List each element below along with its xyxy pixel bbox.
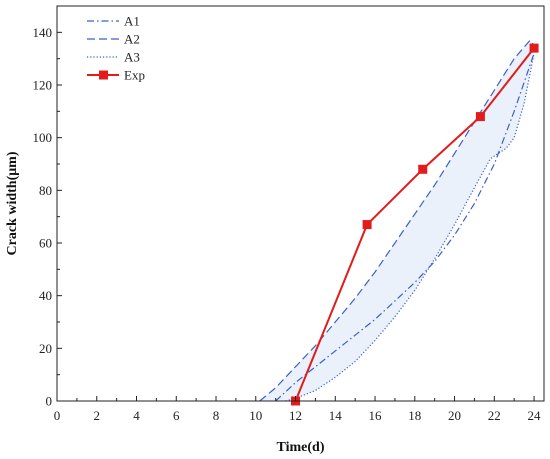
exp-point [362, 220, 372, 230]
shaded-band [259, 40, 535, 401]
y-axis-title: Crack width(μm) [5, 151, 20, 255]
x-tick-label: 14 [329, 408, 343, 423]
plot-frame [56, 5, 545, 402]
x-tick-label: 24 [528, 408, 542, 423]
series-line-a2 [259, 39, 535, 402]
y-tick-label: 40 [39, 288, 52, 303]
x-tick-label: 20 [448, 408, 461, 423]
exp-point [475, 112, 485, 122]
series-line-a1 [275, 53, 535, 402]
legend-label-a3: A3 [124, 50, 140, 65]
y-tick-label: 60 [39, 236, 52, 251]
exp-point [418, 164, 428, 174]
x-tick-label: 4 [133, 408, 140, 423]
legend-label-exp: Exp [124, 68, 145, 83]
x-tick-label: 10 [249, 408, 262, 423]
series-layer [259, 39, 539, 406]
legend-label-a1: A1 [124, 14, 140, 29]
y-tick-label: 0 [46, 394, 53, 409]
legend-label-a2: A2 [124, 32, 140, 47]
exp-point [529, 43, 539, 53]
y-tick-label: 120 [33, 78, 53, 93]
x-tick-label: 18 [408, 408, 421, 423]
x-axis-title: Time(d) [277, 440, 325, 455]
y-tick-label: 20 [39, 341, 52, 356]
x-tick-label: 12 [289, 408, 302, 423]
y-tick-label: 100 [33, 130, 53, 145]
legend-marker-exp [99, 70, 108, 80]
x-tick-label: 0 [54, 408, 61, 423]
x-axis: 0 2 4 6 8 10 12 14 16 18 20 22 24 [54, 396, 541, 423]
x-tick-label: 6 [173, 408, 180, 423]
x-tick-label: 8 [213, 408, 220, 423]
series-line-a3 [285, 53, 535, 402]
y-axis: 0 20 40 60 80 100 120 140 [33, 5, 62, 409]
x-tick-label: 2 [94, 408, 101, 423]
x-tick-label: 22 [488, 408, 501, 423]
y-tick-label: 80 [39, 183, 52, 198]
x-tick-label: 16 [369, 408, 383, 423]
band-layer [259, 40, 535, 401]
y-tick-label: 140 [33, 25, 53, 40]
legend: A1 A2 A3 Exp [87, 14, 145, 83]
